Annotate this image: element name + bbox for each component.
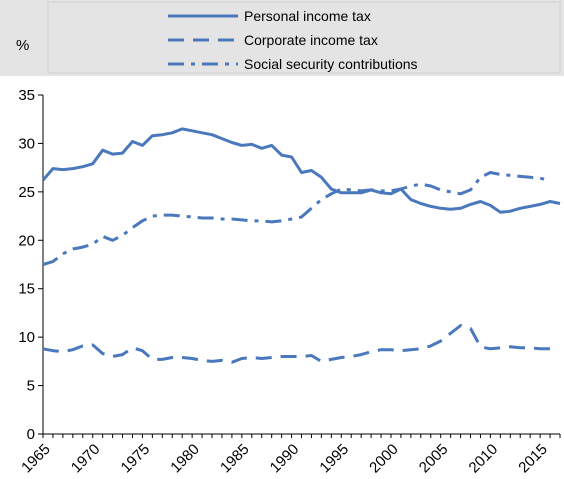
series-line-1: [42, 324, 551, 364]
x-tick-label: 2000: [366, 441, 402, 477]
x-tick-label: 2010: [466, 441, 502, 477]
legend-background: [0, 0, 564, 76]
y-tick-label: 35: [18, 87, 35, 104]
series-line-0: [41, 127, 561, 214]
y-tick-label: 15: [18, 281, 35, 298]
legend-label-1: Corporate income tax: [244, 32, 378, 48]
unit-label: %: [16, 37, 29, 54]
x-tick-label: 1990: [267, 441, 303, 477]
x-tick-label: 1985: [217, 441, 253, 477]
legend-label-0: Personal income tax: [244, 8, 371, 24]
y-tick-label: 30: [18, 135, 35, 152]
x-tick-label: 1975: [118, 441, 154, 477]
series-lines: [41, 127, 561, 364]
x-tick-label: 1980: [167, 441, 203, 477]
x-tick-label: 1995: [316, 441, 352, 477]
x-tick-label: 1970: [68, 441, 104, 477]
x-tick-label: 2015: [515, 441, 551, 477]
legend: Personal income tax Corporate income tax S…: [168, 8, 418, 72]
x-tick-label: 2005: [416, 441, 452, 477]
y-tick-label: 0: [27, 426, 35, 443]
legend-label-2: Social security contributions: [244, 56, 418, 72]
y-tick-label: 5: [27, 378, 35, 395]
y-tick-label: 10: [18, 329, 35, 346]
x-tick-label: 1965: [18, 441, 54, 477]
axes: 0 5 10 15 20 25 30 35 1965 1970 1975 1980 1985 1990 19…: [18, 87, 561, 477]
legend-box: [47, 1, 561, 74]
series-line-2: [42, 171, 551, 266]
y-tick-label: 25: [18, 184, 35, 201]
y-tick-label: 20: [18, 232, 35, 249]
